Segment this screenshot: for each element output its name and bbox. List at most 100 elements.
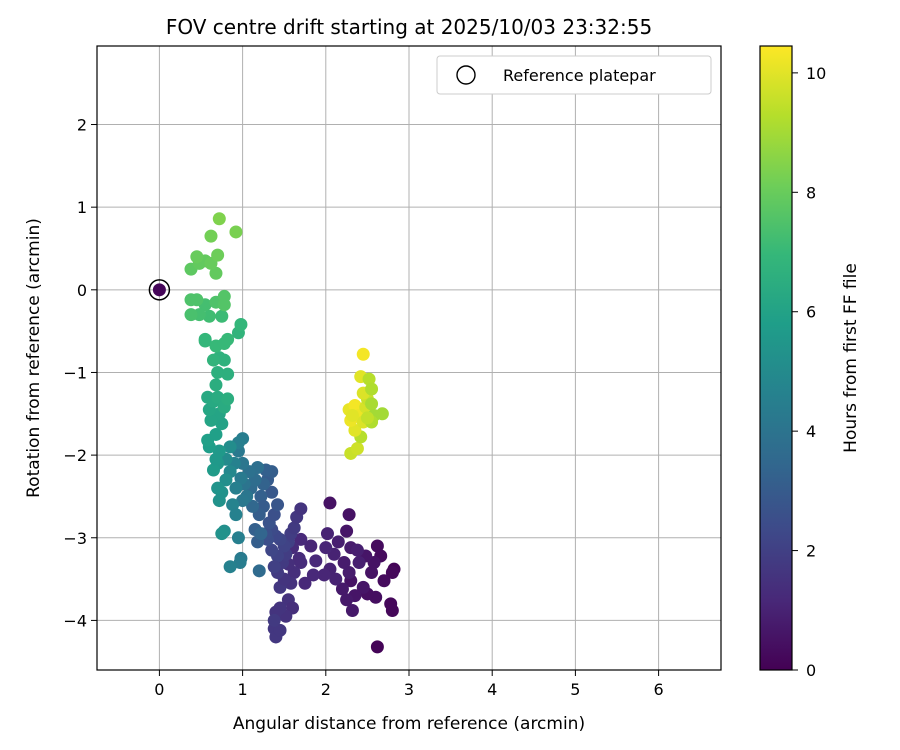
data-point bbox=[246, 499, 260, 513]
data-point bbox=[215, 527, 229, 541]
data-point bbox=[229, 225, 243, 239]
data-point bbox=[198, 334, 212, 348]
data-point bbox=[370, 640, 384, 654]
data-point bbox=[352, 556, 366, 570]
data-point bbox=[298, 576, 312, 590]
data-point bbox=[306, 568, 320, 582]
data-point bbox=[267, 560, 281, 574]
data-point bbox=[317, 568, 331, 582]
x-tick-label: 3 bbox=[404, 680, 414, 699]
data-point bbox=[209, 452, 223, 466]
data-point bbox=[360, 411, 374, 425]
data-point bbox=[348, 423, 362, 437]
colorbar-tick-label: 2 bbox=[806, 542, 816, 561]
x-axis-label: Angular distance from reference (arcmin) bbox=[233, 714, 585, 734]
data-point bbox=[206, 353, 220, 367]
data-point bbox=[342, 565, 356, 579]
data-point bbox=[211, 390, 225, 404]
data-point bbox=[348, 399, 362, 413]
data-point bbox=[345, 408, 359, 422]
colorbar: 0 2 4 6 8 10 Hours from first FF file bbox=[759, 45, 861, 680]
data-point bbox=[215, 309, 229, 323]
data-point bbox=[211, 248, 225, 262]
data-point bbox=[229, 481, 243, 495]
data-point bbox=[204, 413, 218, 427]
data-point bbox=[319, 541, 333, 555]
data-point bbox=[287, 521, 301, 535]
data-point bbox=[362, 372, 376, 386]
data-point bbox=[221, 332, 235, 346]
data-point bbox=[356, 347, 370, 361]
data-point bbox=[329, 572, 343, 586]
legend-box bbox=[436, 55, 712, 95]
y-tick-label: 2 bbox=[77, 116, 87, 135]
data-point bbox=[377, 574, 391, 588]
data-point bbox=[206, 463, 220, 477]
data-point bbox=[294, 502, 308, 516]
points-layer bbox=[184, 212, 401, 654]
data-point bbox=[267, 508, 281, 522]
data-point bbox=[211, 481, 225, 495]
data-point bbox=[365, 565, 379, 579]
data-point bbox=[342, 508, 356, 522]
x-tick-label: 5 bbox=[570, 680, 580, 699]
y-tick-label: −2 bbox=[63, 446, 87, 465]
data-point bbox=[384, 597, 398, 611]
x-tick-label: 4 bbox=[487, 680, 497, 699]
data-point bbox=[212, 212, 226, 226]
data-point bbox=[356, 580, 370, 594]
data-point bbox=[273, 623, 287, 637]
legend-open-circle-icon bbox=[456, 65, 476, 85]
data-point bbox=[190, 293, 204, 307]
y-axis-ticks: −4 −3 −2 −1 0 1 2 bbox=[63, 116, 97, 630]
colorbar-tick-label: 6 bbox=[806, 303, 816, 322]
data-point bbox=[211, 365, 225, 379]
data-point bbox=[337, 556, 351, 570]
reference-data-point bbox=[152, 283, 166, 297]
data-point bbox=[236, 494, 250, 508]
data-point bbox=[221, 392, 235, 406]
grid bbox=[97, 46, 721, 670]
data-point bbox=[304, 539, 318, 553]
data-point bbox=[320, 527, 334, 541]
data-point bbox=[190, 250, 204, 264]
colorbar-tick-label: 8 bbox=[806, 183, 816, 202]
x-tick-label: 1 bbox=[238, 680, 248, 699]
data-point bbox=[292, 551, 306, 565]
data-point bbox=[219, 473, 233, 487]
colorbar-label: Hours from first FF file bbox=[841, 263, 861, 453]
data-point bbox=[209, 427, 223, 441]
x-tick-label: 0 bbox=[154, 680, 164, 699]
data-point bbox=[233, 556, 247, 570]
data-point bbox=[252, 564, 266, 578]
data-point bbox=[271, 498, 285, 512]
chart-title: FOV centre drift starting at 2025/10/03 … bbox=[166, 15, 652, 39]
data-point bbox=[265, 485, 279, 499]
colorbar-tick-label: 0 bbox=[806, 661, 816, 680]
data-point bbox=[217, 298, 231, 312]
data-point bbox=[215, 417, 229, 431]
data-point bbox=[294, 532, 308, 546]
data-point bbox=[375, 407, 389, 421]
legend: Reference platepar bbox=[436, 55, 712, 95]
y-axis-label: Rotation from reference (arcmin) bbox=[24, 218, 44, 498]
data-point bbox=[209, 266, 223, 280]
data-point bbox=[340, 593, 354, 607]
data-point bbox=[340, 524, 354, 538]
data-point bbox=[209, 378, 223, 392]
y-tick-label: −3 bbox=[63, 529, 87, 548]
y-tick-label: 0 bbox=[77, 281, 87, 300]
data-point bbox=[184, 308, 198, 322]
data-point bbox=[345, 603, 359, 617]
data-point bbox=[234, 318, 248, 332]
data-point bbox=[223, 440, 237, 454]
reference-marker-layer bbox=[148, 279, 171, 301]
data-point bbox=[212, 494, 226, 508]
data-point bbox=[223, 560, 237, 574]
x-axis-ticks: 0 1 2 3 4 5 6 bbox=[154, 670, 664, 699]
colorbar-tick-label: 10 bbox=[806, 64, 826, 83]
data-point bbox=[221, 367, 235, 381]
x-tick-label: 6 bbox=[654, 680, 664, 699]
data-point bbox=[335, 582, 349, 596]
